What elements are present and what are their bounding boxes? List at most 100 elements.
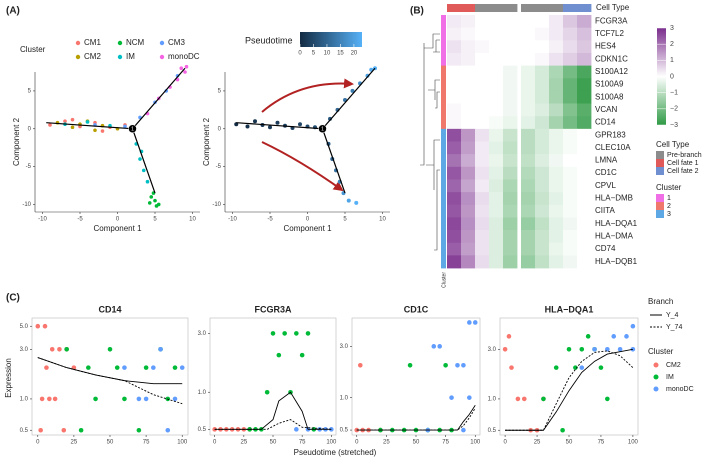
heatmap-cell — [535, 15, 550, 29]
heatmap-cell — [475, 217, 490, 231]
heatmap-cell — [535, 116, 550, 130]
heatmap-cell — [549, 242, 564, 256]
heatmap-cell — [549, 90, 564, 104]
branch-curve — [356, 407, 476, 431]
point — [78, 427, 84, 433]
row-label: TCF7L2 — [595, 29, 624, 38]
point — [136, 427, 142, 433]
row-cluster — [441, 154, 446, 168]
x-tick-label: 0 — [213, 440, 217, 446]
legend-swatch — [75, 54, 81, 60]
heatmap-cell — [563, 217, 578, 231]
heatmap-cell — [577, 242, 592, 256]
legend-swatch — [653, 362, 659, 368]
panel-title: CD14 — [98, 304, 121, 314]
point — [437, 344, 443, 349]
point — [253, 119, 257, 124]
y-tick-label: 0 — [218, 126, 222, 132]
panel-title: FCGR3A — [254, 304, 292, 314]
point — [294, 427, 299, 432]
heatmap-cell — [577, 40, 592, 54]
heatmap-cell — [503, 242, 518, 256]
heatmap-cell — [521, 242, 536, 256]
heatmap-cell — [489, 179, 504, 193]
point — [151, 365, 156, 370]
legend-label: NCM — [126, 38, 145, 47]
heatmap-cell — [489, 154, 504, 168]
row-cluster — [441, 230, 446, 244]
y-tick-label: 1.0 — [488, 397, 497, 403]
point — [264, 389, 270, 395]
legend-label: 3 — [667, 211, 671, 218]
row-cluster — [441, 192, 446, 206]
point — [42, 323, 48, 329]
branch-point — [318, 124, 327, 134]
point — [573, 365, 578, 370]
heatmap-cell — [563, 65, 578, 79]
legend-label: IM — [666, 374, 674, 381]
heatmap-cell — [461, 154, 476, 168]
heatmap-cell — [563, 192, 578, 206]
heatmap-cell — [503, 128, 518, 142]
branch-point-label: 1 — [131, 127, 134, 133]
row-label: S100A9 — [595, 80, 624, 89]
x-tick-label: 75 — [143, 440, 150, 446]
heatmap-cell — [461, 166, 476, 180]
point — [270, 331, 276, 336]
heatmap-cell — [461, 78, 476, 92]
row-cluster — [441, 166, 446, 180]
heatmap-cell — [461, 27, 476, 41]
row-cluster — [441, 179, 446, 193]
point — [276, 352, 282, 358]
row-cluster — [441, 141, 446, 155]
heatmap-cell — [549, 141, 564, 155]
heatmap-cell — [447, 103, 462, 117]
heatmap-cell — [563, 15, 578, 29]
heatmap-cell — [535, 40, 550, 54]
y-tick-label: 0.5 — [20, 428, 29, 434]
point — [64, 347, 69, 352]
legend-label: monoDC — [168, 52, 200, 61]
heatmap-cell — [549, 52, 564, 66]
heatmap-cell — [461, 103, 476, 117]
heatmap-cell — [563, 90, 578, 104]
row-cluster — [441, 204, 446, 218]
point — [354, 200, 359, 205]
row-label: CD1C — [595, 168, 617, 177]
heatmap-cell — [549, 230, 564, 244]
heatmap-cell — [503, 78, 518, 92]
x-tick-label: 0 — [116, 217, 120, 223]
heatmap-cell — [475, 230, 490, 244]
row-cluster — [441, 217, 446, 231]
heatmap-cell — [549, 166, 564, 180]
heatmap-cell — [503, 15, 518, 29]
point — [509, 365, 514, 370]
heatmap-cell — [535, 154, 550, 168]
y-axis-label: Expression — [4, 358, 13, 398]
x-tick-label: 0 — [503, 440, 507, 446]
y-tick-label: 0.5 — [488, 428, 497, 434]
column-type — [489, 4, 504, 12]
heatmap-cell — [521, 204, 536, 218]
heatmap-cell — [563, 255, 578, 269]
branch-curve — [505, 350, 634, 431]
legend-label: Y_74 — [666, 324, 682, 331]
row-label: HLA−DQA1 — [595, 219, 638, 228]
heatmap-cell — [563, 78, 578, 92]
point — [123, 124, 127, 129]
heatmap-cell — [489, 40, 504, 54]
legend-swatch — [653, 386, 659, 392]
legend-label: monoDC — [666, 386, 694, 393]
heatmap-cell — [503, 179, 518, 193]
heatmap-cell — [521, 15, 536, 29]
row-label: CD74 — [595, 244, 616, 253]
point — [472, 320, 478, 325]
colorbar-tick-label: 5 — [312, 51, 316, 57]
legend-label: CM1 — [84, 38, 101, 47]
heatmap-cell — [577, 179, 592, 193]
heatmap-cell — [475, 52, 490, 66]
x-tick-label: 50 — [566, 440, 573, 446]
legend-swatch — [656, 202, 664, 210]
row-label: S100A12 — [595, 67, 628, 76]
heatmap-cell — [521, 217, 536, 231]
